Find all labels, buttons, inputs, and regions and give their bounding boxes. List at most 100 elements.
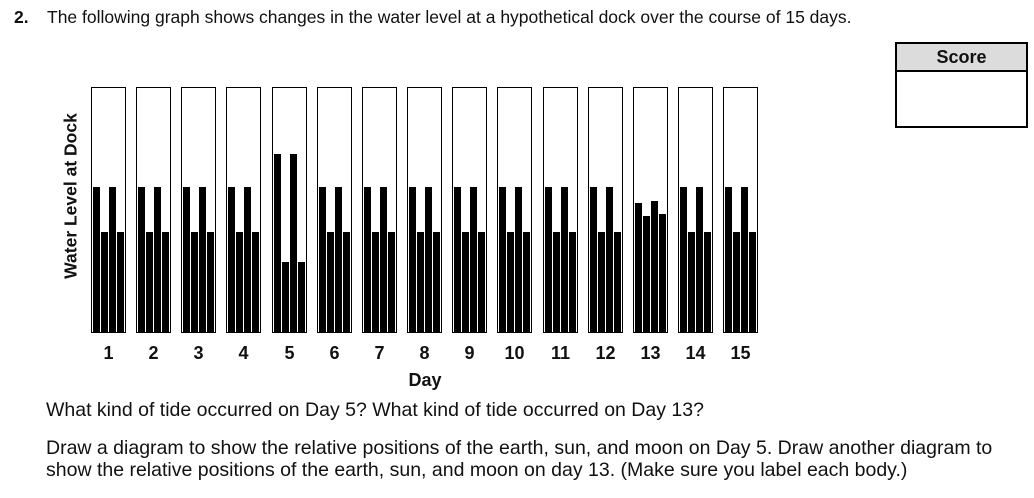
day-1-tide-bar-1 [93, 186, 100, 332]
day-3-tide-bar-3 [199, 186, 206, 332]
day-8-tide-bar-3 [425, 186, 432, 332]
day-7-group: 7 [362, 87, 397, 363]
day-3-tide-bar-1 [183, 186, 190, 332]
day-14-tide-bar-3 [696, 186, 703, 332]
day-2-tide-bar-3 [154, 186, 161, 332]
day-2-tick-label: 2 [148, 343, 159, 363]
day-10-tick-label: 10 [504, 343, 525, 363]
day-11-group: 11 [543, 87, 578, 363]
day-10-group: 10 [497, 87, 532, 363]
day-8-box [407, 87, 442, 333]
day-8-tide-bar-1 [409, 186, 416, 332]
day-15-group: 15 [723, 87, 758, 363]
day-5-tide-bar-2 [282, 262, 289, 332]
question-intro-text: The following graph shows changes in the… [47, 7, 852, 27]
day-4-box [226, 87, 261, 333]
day-9-tide-bar-2 [462, 231, 469, 332]
day-3-tide-bar-2 [191, 231, 198, 332]
day-5-box [272, 87, 307, 333]
day-15-box [723, 87, 758, 333]
day-15-tide-bar-1 [725, 186, 732, 332]
day-9-group: 9 [452, 87, 487, 363]
day-5-tide-bar-1 [274, 153, 281, 332]
day-13-tick-label: 13 [640, 343, 661, 363]
day-12-box [588, 87, 623, 333]
day-1-group: 1 [91, 87, 126, 363]
day-6-tide-bar-1 [319, 186, 326, 332]
day-15-tide-bar-4 [749, 231, 756, 332]
day-6-tide-bar-4 [343, 231, 350, 332]
day-14-box [678, 87, 713, 333]
day-9-tick-label: 9 [464, 343, 475, 363]
day-12-tide-bar-2 [598, 231, 605, 332]
tide-chart-plot: 1 2 3 4 5 6 7 8 9 10 11 12 13 14 15 [91, 87, 759, 363]
day-12-tide-bar-4 [614, 231, 621, 332]
day-5-tide-bar-4 [298, 262, 305, 332]
day-8-group: 8 [407, 87, 442, 363]
day-8-tick-label: 8 [419, 343, 430, 363]
day-7-box [362, 87, 397, 333]
x-axis-label: Day [408, 370, 442, 390]
day-4-tide-bar-3 [244, 186, 251, 332]
day-12-tide-bar-3 [606, 186, 613, 332]
day-5-group: 5 [272, 87, 307, 363]
day-3-tick-label: 3 [193, 343, 204, 363]
day-5-tick-label: 5 [284, 343, 295, 363]
day-13-box [633, 87, 668, 333]
day-3-group: 3 [181, 87, 216, 363]
day-9-tide-bar-3 [470, 186, 477, 332]
day-3-box [181, 87, 216, 333]
day-15-tide-bar-3 [741, 186, 748, 332]
day-14-tide-bar-4 [704, 231, 711, 332]
day-4-tide-bar-2 [236, 231, 243, 332]
day-2-tide-bar-4 [162, 231, 169, 332]
day-8-tide-bar-2 [417, 231, 424, 332]
day-6-box [317, 87, 352, 333]
day-13-tide-bar-3 [651, 201, 658, 332]
day-14-tide-bar-2 [688, 231, 695, 332]
day-7-tide-bar-2 [372, 231, 379, 332]
day-1-tide-bar-3 [109, 186, 116, 332]
day-10-box [497, 87, 532, 333]
day-2-tide-bar-2 [146, 231, 153, 332]
day-7-tick-label: 7 [374, 343, 385, 363]
day-12-tide-bar-1 [590, 186, 597, 332]
day-9-box [452, 87, 487, 333]
day-10-tide-bar-3 [515, 186, 522, 332]
day-11-tick-label: 11 [550, 343, 571, 363]
day-10-tide-bar-2 [507, 231, 514, 332]
day-6-tick-label: 6 [329, 343, 340, 363]
day-9-tide-bar-1 [454, 186, 461, 332]
question-draw-diagram: Draw a diagram to show the relative posi… [46, 437, 993, 481]
day-1-tide-bar-4 [117, 231, 124, 332]
day-4-group: 4 [226, 87, 261, 363]
day-11-tide-bar-1 [545, 186, 552, 332]
day-2-tide-bar-1 [138, 186, 145, 332]
question-number: 2. [14, 7, 29, 27]
day-14-tick-label: 14 [685, 343, 706, 363]
day-14-tide-bar-1 [680, 186, 687, 332]
day-4-tide-bar-1 [228, 186, 235, 332]
day-15-tick-label: 15 [730, 343, 751, 363]
score-empty-cell [897, 72, 1026, 126]
day-10-tide-bar-1 [499, 186, 506, 332]
day-8-tide-bar-4 [433, 231, 440, 332]
day-7-tide-bar-3 [380, 186, 387, 332]
day-13-tide-bar-2 [643, 216, 650, 332]
day-11-tide-bar-4 [569, 231, 576, 332]
day-14-group: 14 [678, 87, 713, 363]
day-13-tide-bar-4 [659, 213, 666, 332]
day-6-group: 6 [317, 87, 352, 363]
day-10-tide-bar-4 [523, 231, 530, 332]
y-axis-label: Water Level at Dock [60, 113, 81, 279]
score-box: Score [895, 42, 1028, 128]
day-6-tide-bar-3 [335, 186, 342, 332]
day-1-tide-bar-2 [101, 231, 108, 332]
day-15-tide-bar-2 [733, 231, 740, 332]
day-4-tide-bar-4 [252, 231, 259, 332]
day-2-box [136, 87, 171, 333]
day-11-tide-bar-2 [553, 231, 560, 332]
day-13-group: 13 [633, 87, 668, 363]
day-7-tide-bar-4 [388, 231, 395, 332]
day-13-tide-bar-1 [635, 202, 642, 332]
